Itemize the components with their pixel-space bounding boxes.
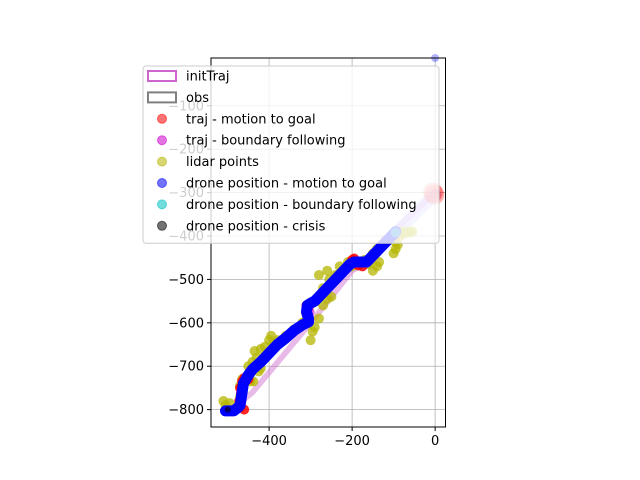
drone-position-motion-to-goal-line: [220, 226, 402, 417]
legend-label: obs: [186, 91, 209, 106]
legend-marker: [157, 178, 167, 188]
legend-item-inittraj: initTraj: [147, 70, 230, 85]
drone-position-crisis-point: [224, 406, 231, 413]
legend-box: [142, 65, 440, 244]
x-tick-label: 0: [431, 434, 439, 449]
legend-marker: [157, 220, 167, 231]
y-tick-label: −600: [168, 316, 204, 331]
legend-item-obs: obs: [147, 91, 209, 106]
legend-item-lidar-points: lidar points: [157, 155, 259, 170]
legend-swatch: [147, 91, 177, 104]
legend-label: lidar points: [186, 155, 259, 170]
legend-item-drone-position-boundary-following: drone position - boundary following: [157, 198, 417, 213]
legend-label: drone position - crisis: [186, 219, 326, 234]
legend-marker: [157, 156, 167, 167]
legend-item-traj-motion-to-goal: traj - motion to goal: [157, 112, 316, 127]
lidar-points-point: [313, 313, 324, 324]
legend-item-drone-position-motion-to-goal: drone position - motion to goal: [157, 177, 387, 192]
legend-item-traj-boundary-following: traj - boundary following: [157, 134, 346, 149]
legend-item-drone-position-crisis: drone position - crisis: [157, 219, 326, 234]
legend: initTraj obs traj - motion to goal traj - b…: [142, 65, 440, 244]
legend-label: initTraj: [186, 70, 230, 85]
series-drone-position-crisis: [224, 406, 231, 413]
legend-label: traj - motion to goal: [186, 112, 316, 127]
y-tick-label: −700: [168, 360, 204, 375]
legend-marker: [157, 135, 167, 146]
y-tick-label: −800: [168, 403, 204, 418]
series-drone-position-motion-to-goal: [220, 226, 402, 417]
lidar-points-point: [305, 335, 316, 346]
legend-label: drone position - boundary following: [186, 198, 417, 213]
lidar-points-point: [313, 270, 324, 281]
legend-label: traj - boundary following: [186, 134, 346, 149]
lidar-points-point: [322, 265, 333, 276]
x-tick-label: −200: [334, 434, 370, 449]
legend-marker: [157, 113, 167, 124]
legend-marker: [157, 199, 167, 210]
lidar-points-point: [390, 244, 401, 255]
legend-label: drone position - motion to goal: [186, 177, 387, 192]
y-tick-label: −500: [168, 273, 204, 288]
x-tick-label: −400: [251, 434, 287, 449]
legend-swatch: [147, 70, 177, 82]
